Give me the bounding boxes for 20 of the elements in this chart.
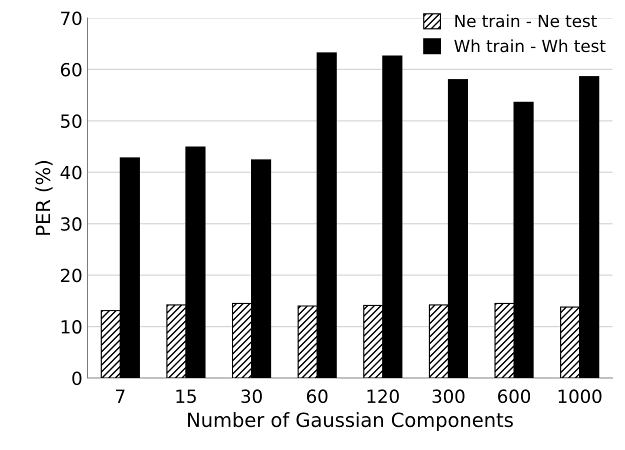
x-tick-label: 30 xyxy=(241,389,262,404)
x-tick-label: 1000 xyxy=(558,389,602,404)
y-tick-label: 40 xyxy=(60,166,82,180)
x-tick-label: 120 xyxy=(368,389,399,404)
y-tick-label: 20 xyxy=(60,268,82,282)
x-tick-label: 7 xyxy=(116,390,125,403)
y-tick-label: 60 xyxy=(60,62,82,77)
y-tick-label: 10 xyxy=(62,320,82,334)
x-tick-label: 300 xyxy=(432,389,464,404)
y-axis-title: PER (%) xyxy=(35,160,53,235)
x-tick-label: 60 xyxy=(306,389,328,404)
legend-label: Ne train - Ne test xyxy=(455,14,597,28)
x-axis-title: Number of Gaussian Components xyxy=(188,412,513,431)
x-tick-label: 600 xyxy=(498,389,530,404)
legend-label: Wh train - Wh test xyxy=(454,39,606,52)
y-tick-label: 0 xyxy=(72,371,82,386)
x-tick-label: 15 xyxy=(176,390,196,404)
y-tick-label: 30 xyxy=(61,217,82,231)
y-tick-label: 50 xyxy=(61,114,82,128)
y-tick-label: 70 xyxy=(61,11,82,26)
